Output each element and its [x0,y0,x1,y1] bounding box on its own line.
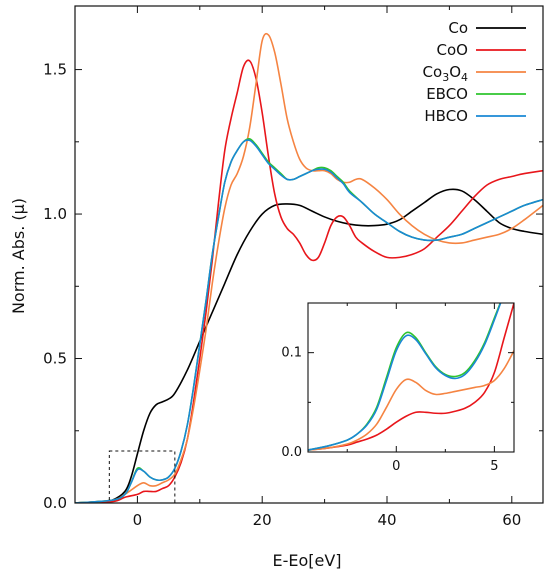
zoom-region-box [108,450,176,504]
inset-y-tick-label: 0.0 [281,445,302,460]
inset-x-tick-label: 5 [490,459,498,474]
inset-series-line-coo [308,303,514,451]
x-tick-label: 60 [502,511,521,529]
y-tick-label: 0.0 [43,494,67,512]
legend-label: Co3O4 [423,63,468,84]
inset-x-tick-label: 0 [392,459,400,474]
x-tick-label: 20 [253,511,272,529]
legend-label: EBCO [426,85,468,103]
legend-item-coo: CoO [437,41,526,59]
legend-item-hbco: HBCO [424,107,526,125]
series-line-hbco [75,139,543,503]
x-tick-label: 40 [377,511,396,529]
x-axis-label: E-Eo[eV] [272,551,341,570]
inset-frame [307,302,515,453]
legend-item-ebco: EBCO [426,85,526,103]
y-tick-label: 1.0 [43,205,67,223]
series-line-co3o4 [75,32,543,503]
legend-item-co: Co [448,19,526,37]
legend-label: HBCO [424,107,468,125]
series-line-coo [75,59,543,503]
inset-plot: 0 5 0.0 0.1 [281,302,515,474]
y-tick-label: 0.5 [43,350,67,368]
plot-frame [74,5,544,504]
y-axis-label: Norm. Abs. (μ) [9,198,28,314]
series-line-co [75,188,543,503]
inset-series-line-hbco [308,303,502,451]
y-tick-label: 1.5 [43,61,67,79]
legend-item-co3o4: Co3O4 [423,63,526,84]
legend-label: Co [448,19,468,37]
inset-y-tick-label: 0.1 [281,346,302,361]
x-tick-label: 0 [133,511,143,529]
inset-series-line-co3o4 [308,350,514,451]
main-plot: 0 20 40 60 0.0 0.5 1.0 1.5 [43,5,544,529]
legend-label: CoO [437,41,468,59]
